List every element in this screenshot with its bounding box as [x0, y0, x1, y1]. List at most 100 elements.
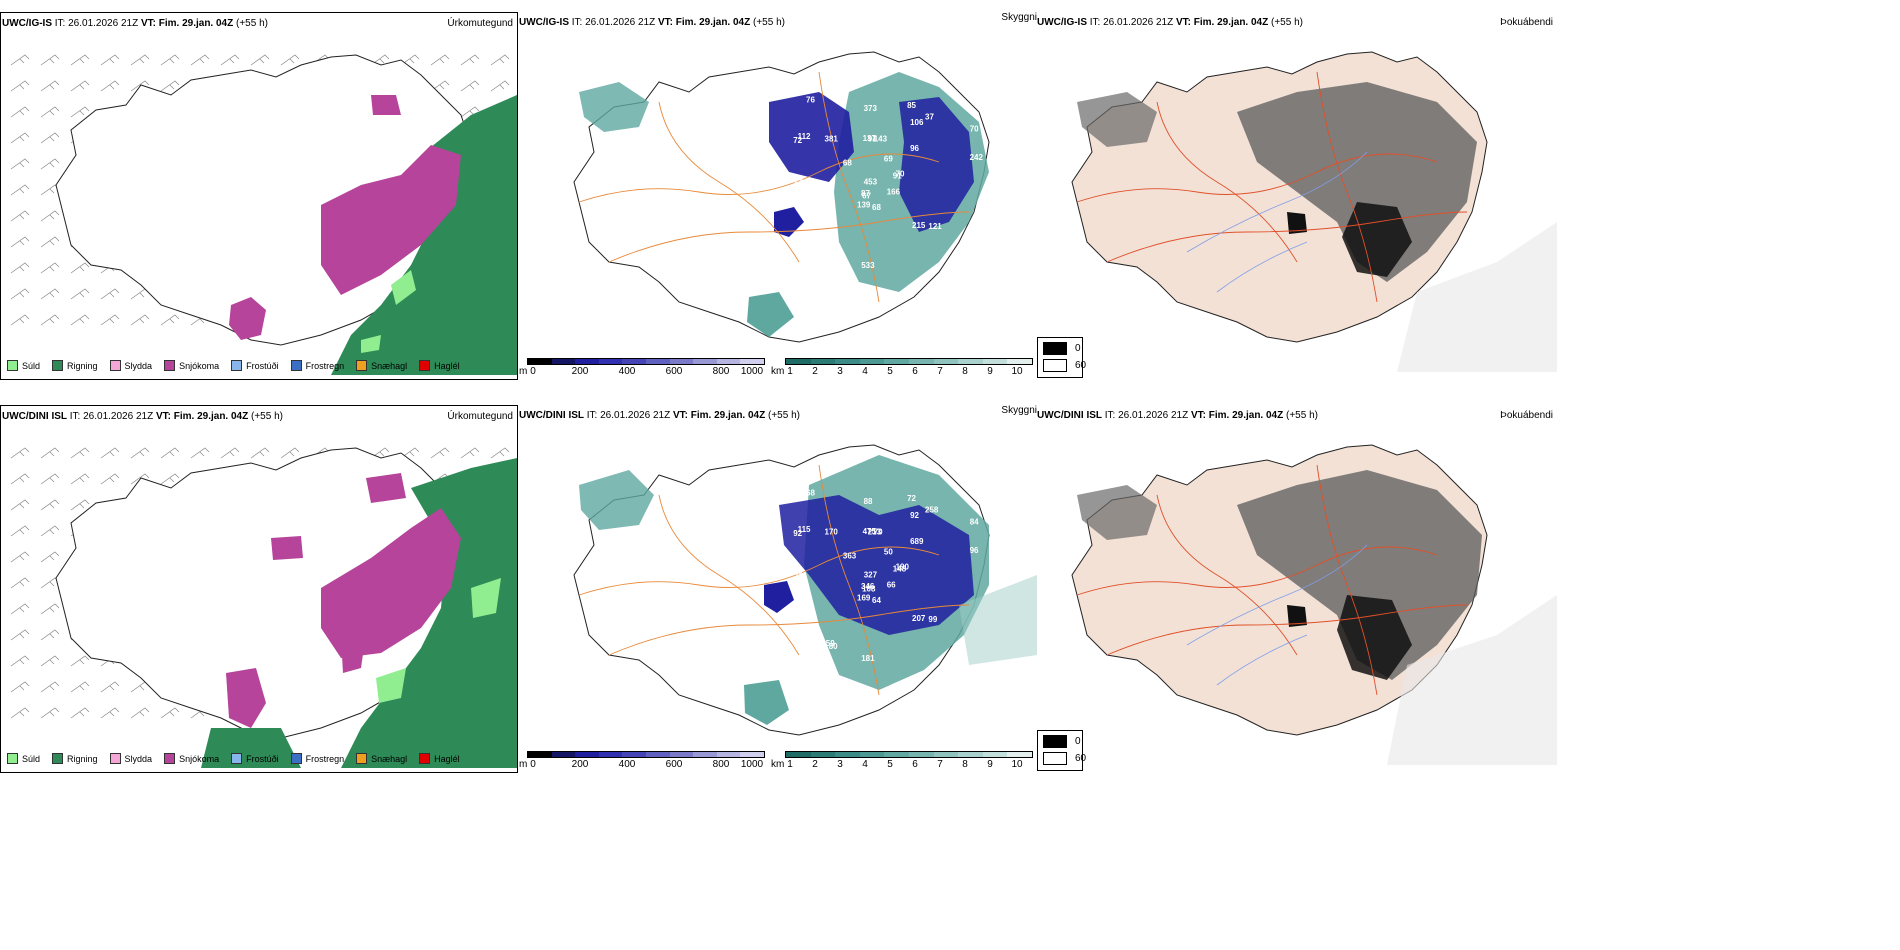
wind-barb: [400, 54, 420, 66]
legend-item: Snæhagl: [356, 360, 407, 371]
visibility-value-label: 207: [912, 614, 926, 623]
fog-map: [1071, 444, 1557, 765]
wind-barb: [250, 447, 270, 459]
visibility-value-label: 91: [868, 135, 877, 144]
wind-barb: [40, 603, 60, 615]
legend-item: Snæhagl: [356, 753, 407, 764]
panel-title: Úrkomutegund: [447, 18, 513, 29]
wind-barb: [70, 314, 90, 326]
visibility-value-label: 92: [910, 511, 919, 520]
tick-label: 6: [912, 366, 918, 377]
wind-barb: [100, 54, 120, 66]
wind-barb: [160, 707, 180, 719]
wind-barb: [40, 525, 60, 537]
shade-legend: 0 60: [1037, 337, 1086, 378]
visibility-value-label: 70: [896, 169, 905, 178]
visibility-value-label: 106: [910, 118, 924, 127]
visibility-value-label: 153: [786, 663, 800, 672]
visibility-value-label: 381: [825, 135, 839, 144]
visibility-value-label: 69: [884, 154, 893, 163]
wind-barb: [160, 80, 180, 92]
visibility-value-label: 68: [806, 489, 815, 498]
visibility-value-label: 120: [805, 292, 819, 301]
visibility-value-label: 137: [863, 134, 877, 143]
colorbar-box: [527, 751, 765, 758]
wind-barb: [490, 80, 510, 92]
wind-barb: [40, 288, 60, 300]
tick-label: 200: [571, 759, 589, 770]
wind-barb: [70, 473, 90, 485]
wind-barb: [40, 210, 60, 222]
legend-item: Frostúði: [231, 753, 279, 764]
wind-barb: [190, 447, 210, 459]
visibility-value-label: 181: [861, 654, 875, 663]
visibility-value-label: 59: [826, 639, 835, 648]
wind-barb: [70, 707, 90, 719]
visibility-value-label: 115: [798, 525, 811, 534]
tick-label: 1000: [740, 366, 764, 377]
tick-label: 1: [787, 759, 793, 770]
wind-barb: [40, 236, 60, 248]
tick-label: 5: [887, 759, 893, 770]
wind-barb: [160, 54, 180, 66]
panel-header: UWC/DINI ISL IT: 26.01.2026 21Z VT: Fim.…: [1037, 410, 1318, 421]
visibility-value-label: 50: [884, 547, 893, 556]
visibility-value-label: 109: [829, 249, 843, 258]
visibility-value-label: 265: [786, 673, 800, 682]
tick-label: 5: [887, 366, 893, 377]
visibility-value-label: 67: [862, 191, 871, 200]
wind-barb: [10, 210, 30, 222]
ceiling-colorbar: km 1 2 3 4 5 6 7 8 9 10: [771, 358, 1037, 380]
wind-barb: [70, 499, 90, 511]
wind-barb: [10, 551, 30, 563]
tick-label: 2: [812, 759, 818, 770]
tick-label: 8: [962, 759, 968, 770]
visibility-value-label: 81: [966, 682, 975, 691]
shade-legend-row: 0: [1043, 735, 1081, 748]
legend-item: Rigning: [52, 753, 98, 764]
wind-barb: [10, 106, 30, 118]
wind-barb: [10, 499, 30, 511]
wind-barb: [100, 473, 120, 485]
visibility-value-label: 689: [910, 537, 924, 546]
wind-barb: [40, 473, 60, 485]
wind-barb: [130, 54, 150, 66]
visibility-value-label: 533: [861, 261, 875, 270]
wind-barb: [130, 707, 150, 719]
tick-label: 9: [987, 366, 993, 377]
legend-item: Slydda: [109, 360, 152, 371]
visibility-value-label: 88: [819, 271, 828, 280]
visibility-value-label: 242: [970, 153, 984, 162]
legend-item: Súld: [7, 360, 40, 371]
wind-barb: [40, 707, 60, 719]
visibility-value-label: 87: [861, 189, 870, 198]
visibility-panel-top: UWC/IG-IS IT: 26.01.2026 21Z VT: Fim. 29…: [519, 12, 1037, 380]
wind-barb: [130, 447, 150, 459]
wind-barb: [100, 288, 120, 300]
wind-barb: [10, 473, 30, 485]
tick-label: 9: [987, 759, 993, 770]
colorbar-unit: m: [519, 366, 528, 377]
wind-barb: [10, 314, 30, 326]
visibility-value-label: 373: [864, 104, 878, 113]
wind-barb: [10, 262, 30, 274]
wind-barb: [100, 80, 120, 92]
wind-barb: [10, 158, 30, 170]
wind-barb: [10, 236, 30, 248]
visibility-value-label: 68: [872, 203, 881, 212]
visibility-value-label: 64: [949, 681, 958, 690]
precip-legend: Súld Rigning Slydda Snjókoma Frostúði Fr…: [7, 360, 472, 371]
visibility-value-label: 66: [887, 580, 896, 589]
visibility-value-label: 88: [805, 685, 814, 694]
wind-barb: [10, 603, 30, 615]
wind-barb: [280, 54, 300, 66]
wind-barb: [40, 132, 60, 144]
wind-barb: [40, 106, 60, 118]
legend-item: Haglél: [419, 753, 460, 764]
shade-legend-row: 60: [1043, 359, 1086, 372]
wind-barb: [10, 80, 30, 92]
visibility-panel-bottom: UWC/DINI ISL IT: 26.01.2026 21Z VT: Fim.…: [519, 405, 1037, 773]
wind-barb: [40, 551, 60, 563]
colorbar-unit: km: [771, 759, 785, 770]
visibility-value-label: 68: [843, 159, 852, 168]
